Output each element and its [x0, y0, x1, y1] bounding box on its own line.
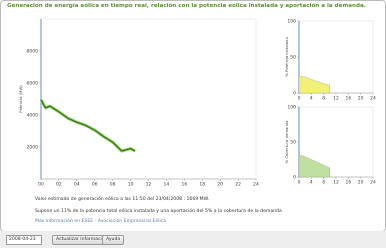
- share-text: Supone un 11% de la potencia total eólic…: [35, 209, 282, 214]
- x-tick-label: 08: [110, 182, 116, 188]
- x-tick-label: 20: [358, 96, 364, 102]
- x-tick-label: 16: [181, 182, 187, 188]
- date-input[interactable]: 2008-04-23: [6, 235, 42, 245]
- y-tick-label: 100: [287, 19, 296, 25]
- y-tick-label: 4000: [27, 113, 39, 119]
- x-tick-label: 8: [322, 96, 325, 102]
- y-tick-label: 0: [293, 91, 296, 97]
- x-tick-label: 14: [164, 182, 170, 188]
- y-tick-label: 50: [290, 140, 296, 146]
- x-tick-label: 18: [199, 182, 205, 188]
- help-button[interactable]: Ayuda: [102, 235, 124, 245]
- x-tick-label: 12: [333, 96, 339, 102]
- x-tick-label: 04: [74, 182, 80, 188]
- x-tick-label: 16: [345, 180, 351, 186]
- x-tick-label: 24: [253, 182, 259, 188]
- x-tick-label: 24: [370, 96, 376, 102]
- page: Generación de energía eólica en tiempo r…: [0, 0, 386, 248]
- y-tick-label: 6000: [27, 81, 39, 87]
- x-tick-label: 16: [345, 96, 351, 102]
- y-tick-label: 0: [293, 175, 296, 181]
- plot-area: [41, 19, 256, 179]
- estimate-text: Valor estimado de generación eólica a la…: [35, 197, 209, 202]
- x-tick-label: 22: [235, 182, 241, 188]
- x-tick-label: 00: [38, 182, 44, 188]
- x-tick-label: 02: [56, 182, 62, 188]
- y-axis-label: % Potencia instalada: [284, 37, 289, 77]
- x-tick-label: 12: [146, 182, 152, 188]
- x-tick-label: 10: [128, 182, 134, 188]
- x-tick-label: 12: [333, 180, 339, 186]
- y-axis-label: % Cobertura demanda: [284, 120, 289, 163]
- y-tick-label: 2000: [27, 145, 39, 151]
- x-tick-label: 20: [358, 180, 364, 186]
- y-tick-label: 8000: [27, 49, 39, 55]
- info-link[interactable]: Más información en ESEE - Asociación Emp…: [35, 219, 166, 224]
- y-tick-label: 50: [290, 55, 296, 61]
- x-tick-label: 4: [310, 180, 313, 186]
- panel: Generación de energía eólica en tiempo r…: [0, 0, 386, 232]
- x-tick-label: 20: [217, 182, 223, 188]
- x-tick-label: 4: [310, 96, 313, 102]
- x-tick-label: 06: [92, 182, 98, 188]
- x-tick-label: 0: [298, 96, 301, 102]
- y-tick-label: 100: [287, 105, 296, 111]
- x-tick-label: 0: [298, 180, 301, 186]
- y-axis-label: Potencia (MW): [18, 85, 23, 113]
- x-tick-label: 8: [322, 180, 325, 186]
- x-tick-label: 24: [370, 180, 376, 186]
